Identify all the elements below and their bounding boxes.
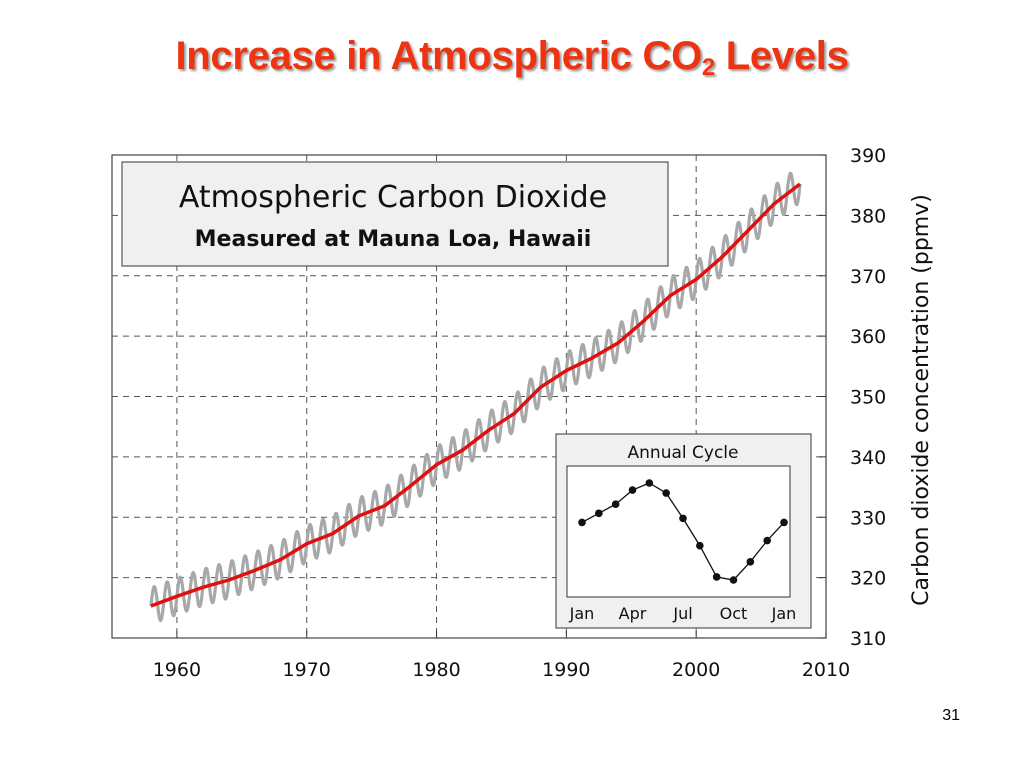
x-tick-label-1960: 1960: [153, 659, 201, 681]
x-tick-labels: 1960 1970 1980 1990 2000 2010: [153, 659, 850, 681]
x-tick-label-1970: 1970: [283, 659, 331, 681]
inset-point-10: [729, 576, 738, 584]
inset-point-2: [595, 509, 603, 518]
inset-x-tick-label-1: Apr: [619, 604, 647, 623]
y-tick-label-330: 330: [850, 507, 886, 529]
y-tick-label-320: 320: [850, 568, 886, 590]
y-tick-label-380: 380: [850, 205, 886, 227]
inset-point-5: [645, 479, 654, 487]
title-main: Increase in Atmospheric CO: [175, 34, 702, 78]
title-box: Atmospheric Carbon Dioxide Measured at M…: [121, 161, 669, 267]
y-tick-label-360: 360: [850, 326, 886, 348]
annual-cycle-inset: Annual Cycle Jan Apr Jul Oct Jan: [555, 433, 812, 629]
inset-point-4: [628, 486, 637, 494]
y-tick-labels: 310 320 330 340 350 360 370 380 390: [850, 145, 886, 650]
y-tick-label-340: 340: [850, 447, 886, 469]
x-tick-label-2000: 2000: [672, 659, 720, 681]
inset-point-11: [746, 558, 755, 566]
inset-points: [578, 479, 788, 584]
inset-x-tick-labels: Jan Apr Jul Oct Jan: [569, 604, 797, 623]
inset-x-tick-label-0: Jan: [569, 604, 595, 623]
axis-ticks: [176, 154, 827, 639]
inset-plot-frame: [566, 465, 791, 598]
y-tick-label-310: 310: [850, 628, 886, 650]
title-suffix: Levels: [714, 34, 849, 78]
chart-title: Atmospheric Carbon Dioxide: [179, 180, 607, 215]
annual-trend-line: [150, 182, 802, 608]
y-tick-label-390: 390: [850, 145, 886, 167]
inset-point-7: [679, 514, 687, 523]
inset-point-13: [780, 518, 788, 527]
inset-point-1: [578, 518, 586, 527]
y-axis-label: Carbon dioxide concentration (ppmv): [909, 194, 934, 606]
y-tick-label-370: 370: [850, 266, 886, 288]
x-tick-label-1980: 1980: [412, 659, 460, 681]
x-tick-label-1990: 1990: [542, 659, 590, 681]
inset-point-6: [662, 489, 670, 497]
x-tick-label-2010: 2010: [802, 659, 850, 681]
inset-x-tick-label-3: Oct: [720, 604, 748, 623]
inset-x-tick-label-4: Jan: [771, 604, 797, 623]
slide-title: Increase in Atmospheric CO2 Levels: [0, 34, 1024, 82]
inset-point-12: [763, 536, 771, 545]
chart-subtitle: Measured at Mauna Loa, Hawaii: [195, 227, 592, 252]
title-subscript: 2: [701, 54, 715, 81]
inset-x-tick-label-2: Jul: [672, 604, 692, 623]
inset-title: Annual Cycle: [628, 443, 739, 463]
inset-point-8: [696, 541, 704, 550]
y-tick-label-350: 350: [850, 387, 886, 409]
page-number: 31: [942, 707, 960, 724]
inset-point-9: [712, 573, 721, 581]
inset-point-3: [611, 500, 620, 509]
